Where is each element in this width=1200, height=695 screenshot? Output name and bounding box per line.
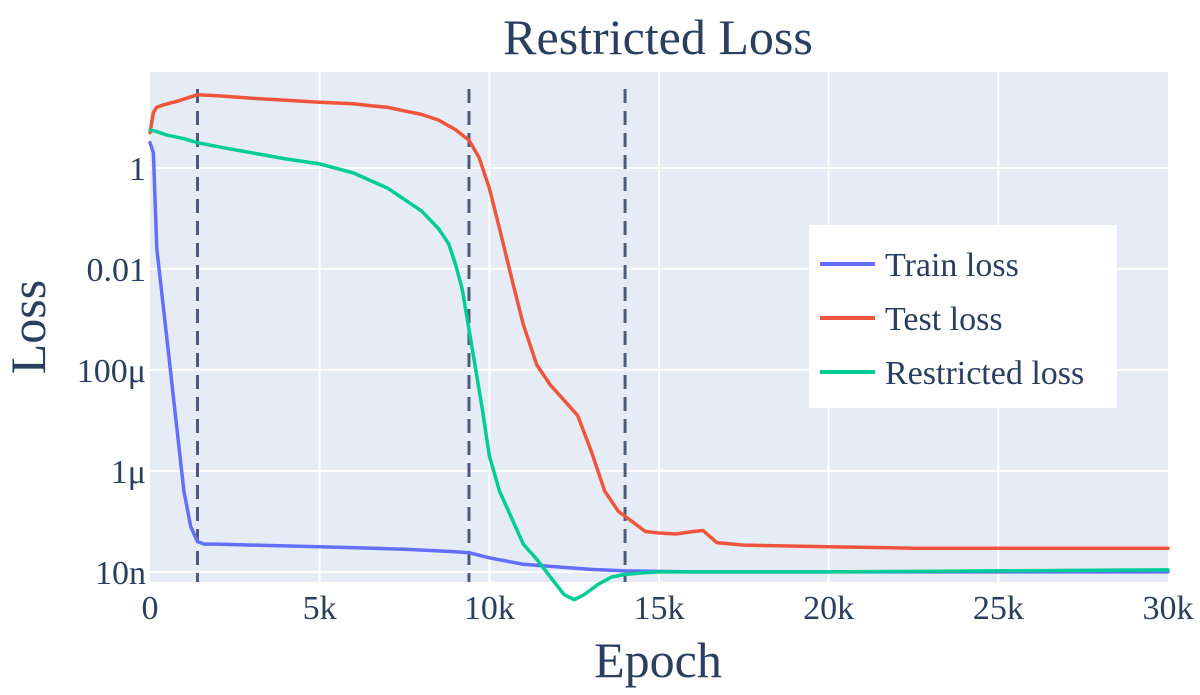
y-tick-label: 10n <box>95 555 146 592</box>
test-loss-series <box>148 92 1170 550</box>
x-tick-label: 0 <box>142 590 159 627</box>
test-loss-legend-label: Test loss <box>885 301 1003 338</box>
x-tick-label: 25k <box>973 590 1024 627</box>
y-tick-label: 100μ <box>77 353 146 390</box>
restricted-loss-series <box>148 128 1170 602</box>
legend: Train loss Test loss Restricted loss <box>809 225 1117 408</box>
y-tick-label: 0.01 <box>87 252 147 289</box>
x-axis-title: Epoch <box>594 632 722 688</box>
y-axis-title: Loss <box>0 280 56 374</box>
x-tick-label: 10k <box>464 590 515 627</box>
x-tick-label: 15k <box>634 590 685 627</box>
train-loss-series <box>148 140 1170 574</box>
train-loss-legend-label: Train loss <box>885 247 1019 284</box>
x-tick-label: 5k <box>303 590 337 627</box>
y-tick-label: 1 <box>129 151 146 188</box>
x-tick-label: 30k <box>1143 590 1194 627</box>
restricted-loss-legend-label: Restricted loss <box>885 355 1084 392</box>
chart-title: Restricted Loss <box>503 9 813 65</box>
x-tick-label: 20k <box>803 590 854 627</box>
y-tick-label: 1μ <box>111 454 146 491</box>
